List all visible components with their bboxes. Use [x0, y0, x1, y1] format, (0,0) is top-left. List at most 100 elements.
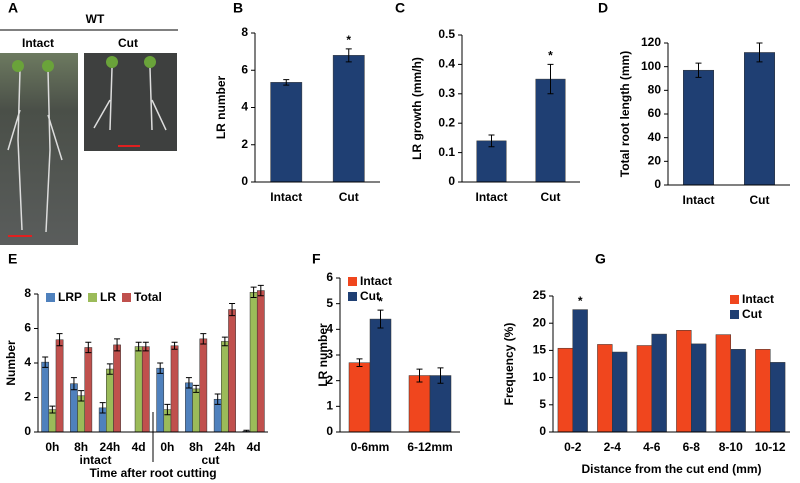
y-tick-label: 5: [539, 397, 546, 411]
bar: [70, 383, 78, 433]
bar: [141, 346, 150, 433]
bar: [192, 388, 200, 433]
x-tick-label: Cut: [541, 190, 561, 204]
error-bar: [185, 377, 192, 389]
legend-swatch: [88, 293, 97, 302]
y-tick-label: 6: [326, 270, 333, 284]
error-bar: [99, 402, 106, 414]
bar: [572, 309, 588, 433]
error-bar: [488, 134, 495, 148]
x-tick-label: 4d: [132, 440, 146, 454]
bar: [715, 334, 731, 433]
bar: [106, 368, 114, 433]
y-tick-label: 0.4: [438, 57, 455, 71]
seedling: [12, 60, 24, 72]
seedling: [106, 56, 118, 68]
x-tick-label: 0h: [45, 440, 59, 454]
photo-cut: [84, 53, 177, 151]
bar: [221, 341, 229, 433]
y-tick-label: 60: [648, 106, 662, 120]
error-bar: [229, 302, 236, 317]
bar: [369, 318, 392, 433]
bar: [730, 349, 746, 433]
legend-swatch: [730, 295, 739, 304]
bar: [755, 349, 771, 433]
panel-letter: C: [395, 0, 405, 16]
x-tick-label: Cut: [750, 193, 770, 207]
group-label: intact: [79, 453, 111, 467]
bar: [597, 344, 613, 433]
error-bar: [164, 403, 171, 416]
x-axis-title: Distance from the cut end (mm): [581, 462, 761, 476]
bar: [199, 338, 208, 433]
error-bar: [377, 309, 384, 329]
legend-swatch: [348, 277, 357, 286]
y-tick-label: 3: [326, 347, 333, 361]
x-tick-label: 6-8: [683, 440, 701, 454]
y-tick-label: 25: [533, 288, 547, 302]
error-bar: [250, 286, 257, 298]
significance-mark: *: [346, 33, 351, 47]
roots: [7, 69, 63, 233]
error-bar: [171, 341, 178, 350]
bar: [651, 333, 667, 433]
seedling: [144, 56, 156, 68]
x-tick-label: 8-10: [719, 440, 743, 454]
x-tick-label: 0-2: [564, 440, 582, 454]
y-tick-label: 8: [24, 286, 31, 300]
y-tick-label: 40: [648, 130, 662, 144]
y-tick-label: 6: [24, 321, 31, 335]
legend-swatch: [122, 293, 131, 302]
legend-swatch: [46, 293, 55, 302]
y-tick-label: 0: [326, 424, 333, 438]
error-bar: [42, 356, 49, 368]
y-tick-label: 15: [533, 343, 547, 357]
error-bar: [78, 390, 85, 402]
error-bar: [200, 333, 207, 345]
legend-label: Intact: [360, 274, 392, 288]
bar: [557, 347, 573, 433]
bar: [170, 345, 179, 433]
panel-letter: D: [598, 0, 608, 16]
error-bar: [345, 48, 352, 63]
y-tick-label: 8: [241, 25, 248, 39]
y-axis-title: LR number: [214, 76, 228, 140]
bar: [41, 361, 50, 433]
error-bar: [114, 338, 121, 352]
legend-label: LRP: [58, 290, 82, 304]
x-tick-label: 0h: [160, 440, 174, 454]
legend-label: Cut: [360, 289, 380, 303]
y-tick-label: 1: [326, 399, 333, 413]
photo-label: Cut: [118, 36, 138, 50]
y-tick-label: 0: [241, 174, 248, 188]
error-bar: [56, 333, 63, 347]
error-bar: [695, 62, 702, 78]
error-bar: [356, 358, 363, 368]
y-tick-label: 4: [241, 100, 248, 114]
seedling: [42, 60, 54, 72]
y-tick-label: 10: [533, 370, 547, 384]
legend-swatch: [348, 292, 357, 301]
y-tick-label: 4: [326, 322, 333, 336]
x-tick-label: 24h: [100, 440, 121, 454]
error-bar: [142, 341, 149, 352]
error-bar: [437, 367, 444, 384]
panel-letter: F: [312, 251, 321, 267]
y-tick-label: 120: [641, 35, 661, 49]
error-bar: [85, 341, 92, 354]
significance-mark: *: [378, 294, 383, 308]
y-tick-label: 0: [448, 174, 455, 188]
y-axis-title: Total root length (mm): [618, 51, 632, 177]
y-axis-title: Number: [4, 340, 18, 386]
x-tick-label: 8h: [189, 440, 203, 454]
bar: [84, 347, 93, 433]
bar: [249, 292, 258, 433]
y-tick-label: 100: [641, 59, 661, 73]
error-bar: [547, 63, 554, 95]
x-tick-label: Intact: [270, 190, 302, 204]
bar: [612, 351, 628, 433]
y-tick-label: 2: [24, 390, 31, 404]
x-tick-label: 4d: [247, 440, 261, 454]
significance-mark: *: [578, 294, 583, 308]
error-bar: [70, 377, 77, 391]
